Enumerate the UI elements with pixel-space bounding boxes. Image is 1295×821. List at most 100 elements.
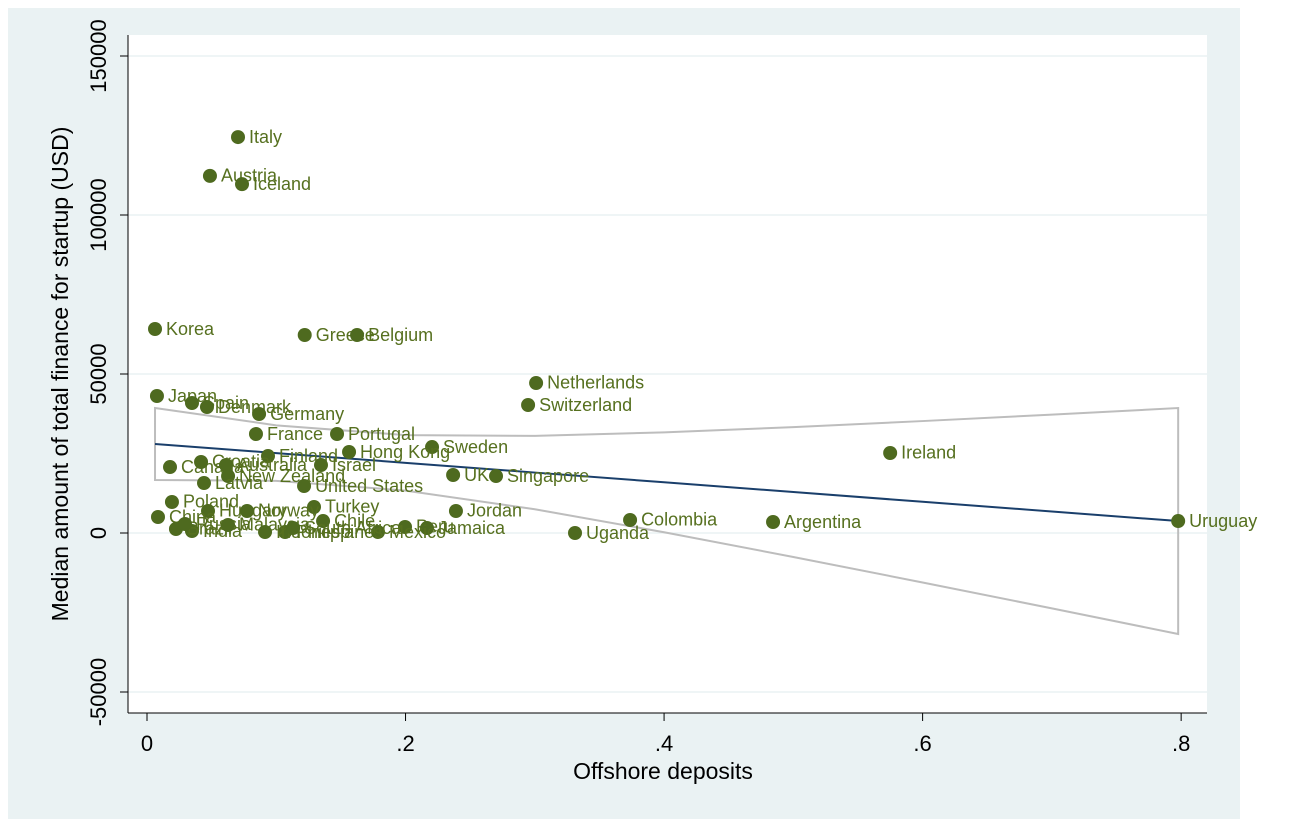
x-tick-label: .2 [396, 731, 414, 756]
point [258, 525, 273, 540]
point [286, 521, 301, 536]
point-label: Spain [203, 393, 249, 413]
point [260, 449, 275, 464]
point-label: Brazil [187, 519, 232, 539]
point [313, 458, 328, 473]
point-label: Uganda [586, 523, 650, 543]
x-tick-label: .6 [913, 731, 931, 756]
point-label: Argentina [784, 512, 862, 532]
x-tick-label: .8 [1172, 731, 1190, 756]
point [240, 503, 255, 518]
point-label: Switzerland [539, 395, 632, 415]
point-label: Sweden [443, 437, 508, 457]
point-label: Ireland [901, 443, 956, 463]
point [201, 503, 216, 518]
point-label: Israel [332, 455, 376, 475]
point-label: Norway [258, 501, 319, 521]
point-label: New Zealand [239, 466, 345, 486]
point-label: Germany [270, 404, 344, 424]
point [883, 445, 898, 460]
point [350, 328, 365, 343]
point [148, 322, 163, 337]
point [316, 514, 331, 529]
point-label: Chile [334, 511, 375, 531]
point [448, 503, 463, 518]
point-label: Hong Kong [360, 442, 450, 462]
point [218, 458, 233, 473]
point-label: Turkey [325, 497, 379, 517]
y-axis-title: Median amount of total finance for start… [47, 127, 73, 622]
y-tick-label: 0 [86, 527, 111, 539]
point [623, 512, 638, 527]
point [194, 454, 209, 469]
grid [128, 55, 1207, 693]
x-tick-label: .4 [655, 731, 673, 756]
point [163, 460, 178, 475]
point-label: Philippines [296, 522, 383, 542]
point-label: Latvia [215, 473, 264, 493]
point [150, 510, 165, 525]
point [221, 469, 236, 484]
point-label: Australia [237, 455, 308, 475]
point-label: France [267, 424, 323, 444]
point [342, 445, 357, 460]
point [446, 468, 461, 483]
point-label: UK [464, 465, 489, 485]
point-label: Singapore [507, 466, 589, 486]
point [199, 400, 214, 415]
point [252, 407, 267, 422]
point-label: Denmark [218, 397, 292, 417]
point-label: Poland [183, 492, 239, 512]
point [419, 521, 434, 536]
point-label: Jordan [467, 501, 522, 521]
point [297, 479, 312, 494]
axes: -50000 0 50000 100000 150000 0 .2 .4 .6 .8 [86, 19, 1207, 756]
point-label: Italy [249, 127, 282, 147]
ci-band [154, 406, 1180, 636]
x-axis-title: Offshore deposits [573, 758, 753, 784]
y-tick-label: 150000 [86, 19, 111, 92]
y-tick-label: -50000 [86, 658, 111, 727]
point-label: Iceland [253, 174, 311, 194]
point [425, 440, 440, 455]
point-label: Uruguay [1189, 511, 1257, 531]
point [297, 328, 312, 343]
point-label: Netherlands [547, 373, 644, 393]
point [766, 515, 781, 530]
point [568, 526, 583, 541]
point [164, 494, 179, 509]
x-tick-label: 0 [141, 731, 153, 756]
point [235, 177, 250, 192]
point-label: United States [315, 476, 423, 496]
point [202, 168, 217, 183]
point-label: South Africa [304, 518, 402, 538]
point [307, 499, 322, 514]
point-label: Colombia [641, 510, 718, 530]
point [398, 519, 413, 534]
fit-line [154, 442, 1179, 523]
y-tick-label: 100000 [86, 178, 111, 251]
point-label: Mexico [389, 522, 446, 542]
point-label: Korea [166, 319, 215, 339]
point [231, 130, 246, 145]
point-label: Belgium [368, 325, 433, 345]
point [330, 427, 345, 442]
point [178, 517, 193, 532]
point [521, 398, 536, 413]
y-tick-label: 50000 [86, 343, 111, 404]
point [371, 525, 386, 540]
point [489, 469, 504, 484]
point [529, 375, 544, 390]
point [248, 427, 263, 442]
point [1171, 514, 1186, 529]
point-label: Austria [221, 166, 278, 186]
point-label: Greece [316, 325, 375, 345]
point [221, 517, 236, 532]
point-label: Jamaica [438, 518, 506, 538]
point-label: Portugal [348, 424, 415, 444]
point [149, 389, 164, 404]
point [184, 396, 199, 411]
point [197, 476, 212, 491]
